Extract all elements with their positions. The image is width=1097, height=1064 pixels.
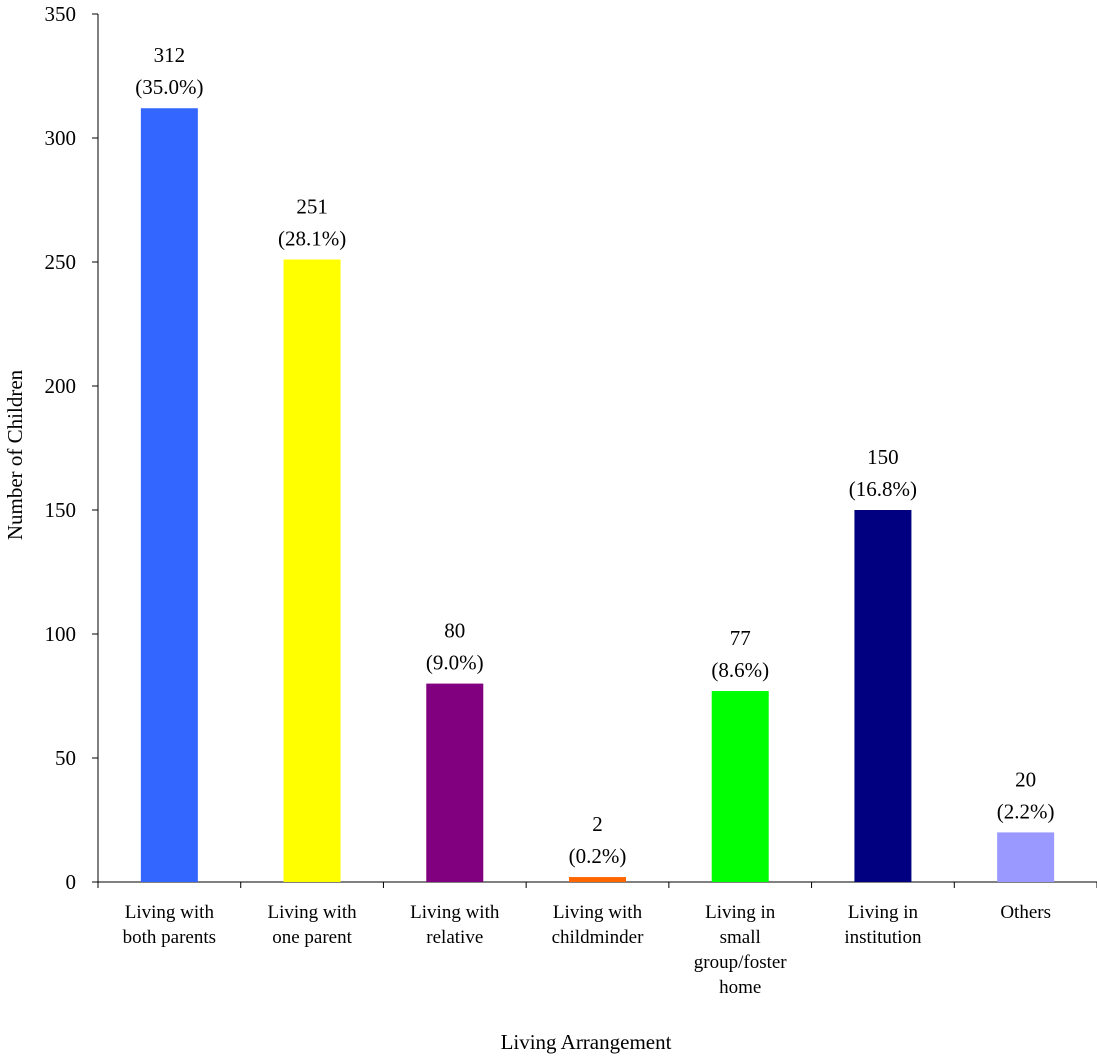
data-label-value: 251 [296, 195, 328, 219]
axes: 0 50 100 150 200 250 300 350 Living with both par… [45, 2, 1097, 998]
bar [569, 877, 626, 882]
x-tick-label: Living with [125, 902, 215, 923]
data-label-value: 2 [592, 812, 603, 836]
x-tick-label: Others [1000, 902, 1051, 923]
x-tick-label: home [719, 977, 761, 998]
y-tick-label: 150 [45, 498, 77, 522]
y-tick-label: 350 [45, 2, 77, 26]
x-tick-label: Living in [848, 902, 919, 923]
bar [997, 832, 1055, 882]
y-tick-label: 250 [45, 250, 77, 274]
data-label-value: 77 [730, 626, 751, 650]
x-tick-label: one parent [272, 927, 352, 948]
x-tick-label: small [720, 927, 761, 948]
data-label-value: 20 [1015, 767, 1036, 791]
data-label-percent: (28.1%) [278, 227, 346, 251]
data-label-percent: (35.0%) [135, 75, 203, 99]
bar [426, 683, 484, 882]
data-label-percent: (9.0%) [426, 651, 484, 675]
data-label-value: 150 [867, 445, 899, 469]
data-label-value: 312 [154, 43, 186, 67]
x-tick-label: institution [844, 927, 922, 948]
bar [854, 510, 912, 882]
bar [711, 691, 769, 882]
bar [140, 108, 198, 883]
y-tick-label: 300 [45, 126, 77, 150]
y-tick-label: 100 [45, 622, 77, 646]
data-label-percent: (16.8%) [849, 477, 917, 501]
x-tick-label: Living in [705, 902, 776, 923]
x-tick-label: group/foster [694, 952, 788, 973]
y-tick-label: 50 [55, 746, 76, 770]
data-label-value: 80 [444, 619, 465, 643]
labels: 312 (35.0%) 251 (28.1%) 80 (9.0%) 2 (0.2%) 77 (8.… [135, 43, 1054, 868]
bar [283, 259, 341, 882]
data-label-percent: (0.2%) [569, 844, 627, 868]
y-tick-label: 0 [66, 870, 77, 894]
data-label-percent: (2.2%) [997, 799, 1055, 823]
x-axis-title: Living Arrangement [501, 1030, 672, 1054]
x-tick-label: relative [426, 927, 483, 948]
y-tick-label: 200 [45, 374, 77, 398]
bars [140, 108, 1055, 883]
x-tick-label: childminder [552, 927, 644, 948]
data-label-percent: (8.6%) [711, 658, 769, 682]
x-tick-label: Living with [410, 902, 500, 923]
x-tick-label: both parents [123, 927, 216, 948]
x-tick-label: Living with [267, 902, 357, 923]
y-axis-title: Number of Children [3, 369, 27, 540]
x-tick-label: Living with [553, 902, 643, 923]
